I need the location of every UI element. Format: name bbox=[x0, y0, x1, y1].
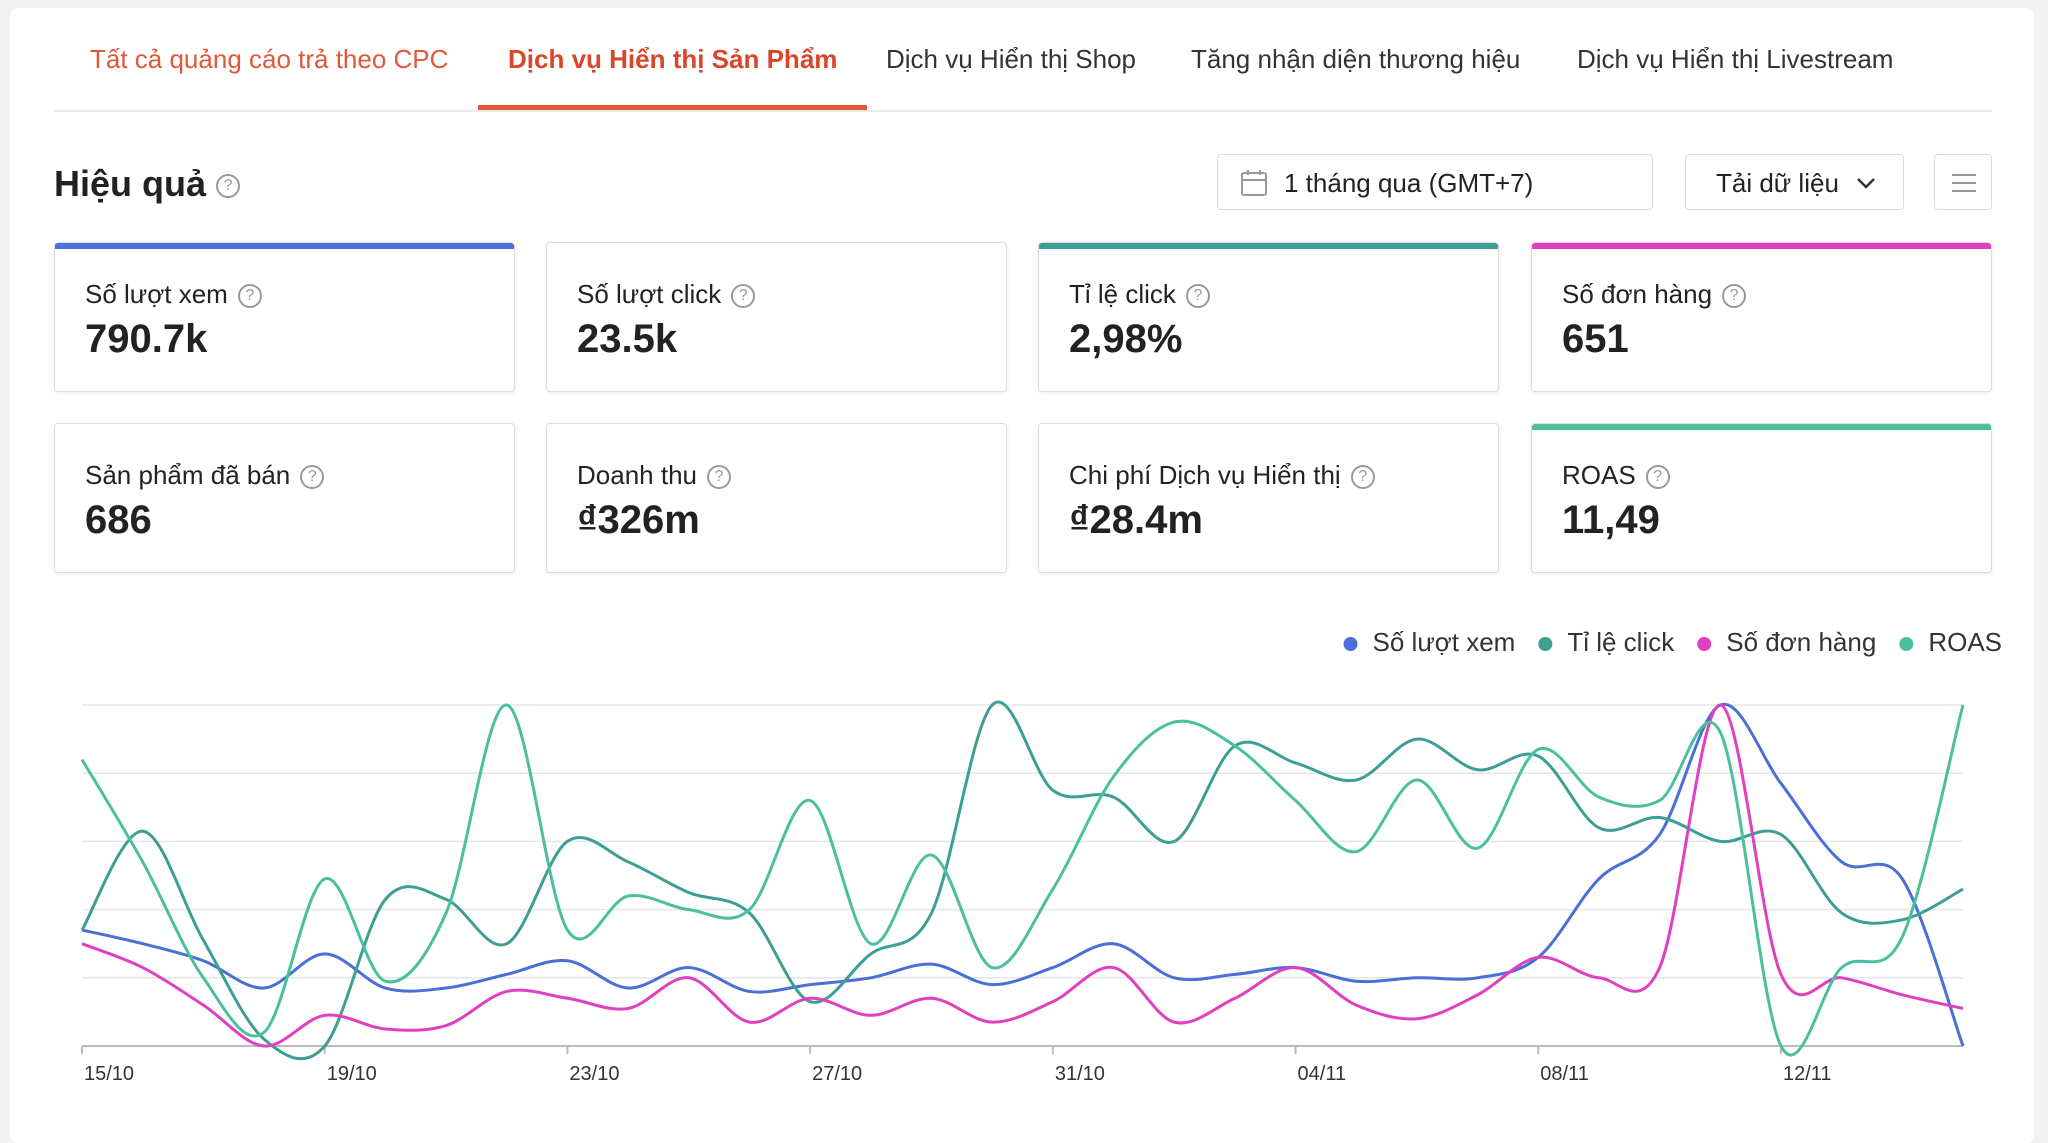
x-tick-label: 04/11 bbox=[1298, 1063, 1347, 1085]
metric-value: 686 bbox=[85, 498, 152, 542]
metric-label: Sản phẩm đã bán? bbox=[85, 460, 325, 491]
legend-label: Tỉ lệ click bbox=[1567, 627, 1675, 657]
x-tick-label: 31/10 bbox=[1055, 1063, 1105, 1085]
chevron-icon bbox=[1857, 178, 1875, 189]
help-icon[interactable]: ? bbox=[1645, 465, 1670, 490]
legend-label: Số lượt xem bbox=[1373, 627, 1516, 657]
metric-card[interactable]: ROAS? 11,49 bbox=[1531, 423, 1992, 573]
panel: Tất cả quảng cáo trả theo CPC Dịch vụ Hiể… bbox=[10, 8, 2034, 1143]
card-accent bbox=[55, 243, 514, 249]
metric-label: Doanh thu? bbox=[577, 460, 731, 491]
x-tick-label: 15/10 bbox=[84, 1063, 134, 1085]
help-icon[interactable]: ? bbox=[706, 465, 731, 490]
help-icon[interactable]: ? bbox=[1185, 284, 1210, 309]
metric-label-text: Doanh thu bbox=[577, 460, 697, 490]
series-line bbox=[81, 703, 1964, 1048]
metric-label-text: Số lượt click bbox=[577, 279, 722, 309]
metric-value: ₫326m bbox=[577, 498, 700, 542]
tab[interactable]: Dịch vụ Hiển thị Shop bbox=[886, 44, 1137, 74]
legend-dot bbox=[1697, 637, 1712, 651]
metric-label-text: Tỉ lệ click bbox=[1069, 279, 1176, 309]
metric-value: 2,98% bbox=[1069, 317, 1183, 361]
x-tick-label: 19/10 bbox=[327, 1063, 377, 1085]
legend-dot bbox=[1343, 637, 1358, 651]
legend-dot bbox=[1538, 637, 1553, 651]
metric-card[interactable]: Sản phẩm đã bán? 686 bbox=[54, 423, 515, 573]
date-text: 1 tháng qua (GMT+7) bbox=[1284, 168, 1534, 198]
legend-dot bbox=[1899, 637, 1914, 651]
metric-label-text: Số đơn hàng bbox=[1562, 279, 1713, 309]
help-icon[interactable]: ? bbox=[1722, 284, 1747, 309]
help-icon[interactable]: ? bbox=[237, 284, 262, 309]
metric-label-text: ROAS bbox=[1562, 460, 1636, 490]
title-text: Hiệu quả bbox=[54, 163, 207, 204]
metric-value: 790.7k bbox=[85, 317, 208, 361]
metric-label: Số lượt click? bbox=[577, 279, 756, 310]
metric-card[interactable]: Số lượt xem? 790.7k bbox=[54, 242, 515, 392]
card-accent bbox=[1039, 243, 1498, 249]
tab[interactable]: Tất cả quảng cáo trả theo CPC bbox=[90, 44, 449, 74]
metric-label-text: Số lượt xem bbox=[85, 279, 228, 309]
metric-card[interactable]: Số đơn hàng? 651 bbox=[1531, 242, 1992, 392]
legend-label: Số đơn hàng bbox=[1726, 627, 1876, 657]
metric-label: Chi phí Dịch vụ Hiển thị? bbox=[1069, 460, 1375, 491]
tab-bar: Tất cả quảng cáo trả theo CPC Dịch vụ Hiể… bbox=[54, 8, 1992, 112]
series-line bbox=[80, 700, 1964, 1061]
metric-label: ROAS? bbox=[1562, 460, 1670, 491]
x-tick-label: 27/10 bbox=[812, 1063, 862, 1085]
tab-underline bbox=[478, 105, 867, 110]
help-icon[interactable]: ? bbox=[1350, 465, 1375, 490]
card-accent bbox=[1532, 243, 1991, 249]
metric-value: 23.5k bbox=[577, 317, 678, 361]
help-icon[interactable]: ? bbox=[300, 465, 325, 490]
metric-value: ₫28.4m bbox=[1069, 498, 1203, 542]
x-tick-label: 08/11 bbox=[1540, 1063, 1589, 1085]
help-icon[interactable]: ? bbox=[216, 174, 241, 199]
metric-card[interactable]: Doanh thu? ₫326m bbox=[546, 423, 1007, 573]
menu-icon bbox=[1952, 174, 1976, 192]
metric-value: 11,49 bbox=[1562, 498, 1660, 542]
metric-label: Tỉ lệ click? bbox=[1069, 279, 1210, 310]
series-line bbox=[80, 703, 1965, 1057]
legend-label: ROAS bbox=[1928, 627, 2002, 657]
metric-value: 651 bbox=[1562, 317, 1629, 361]
tab[interactable]: Dịch vụ Hiển thị Livestream bbox=[1577, 44, 1894, 74]
date-picker[interactable]: 1 tháng qua (GMT+7) bbox=[1217, 154, 1653, 210]
metric-label: Số lượt xem? bbox=[85, 279, 262, 310]
section-title: Hiệu quả? bbox=[54, 163, 241, 205]
help-icon[interactable]: ? bbox=[731, 284, 756, 309]
download-button[interactable]: Tải dữ liệu bbox=[1685, 154, 1904, 210]
calendar-icon bbox=[1241, 170, 1267, 196]
menu-button[interactable] bbox=[1934, 154, 1992, 210]
series-line bbox=[81, 702, 1965, 1047]
metric-label: Số đơn hàng? bbox=[1562, 279, 1747, 310]
x-tick-label: 23/10 bbox=[569, 1063, 619, 1085]
card-accent bbox=[1532, 424, 1991, 430]
tab[interactable]: Tăng nhận diện thương hiệu bbox=[1191, 44, 1521, 74]
metric-card[interactable]: Số lượt click? 23.5k bbox=[546, 242, 1007, 392]
metric-card[interactable]: Tỉ lệ click? 2,98% bbox=[1038, 242, 1499, 392]
tab[interactable]: Dịch vụ Hiển thị Sản Phẩm bbox=[508, 44, 838, 74]
metric-label-text: Chi phí Dịch vụ Hiển thị bbox=[1069, 460, 1341, 490]
download-text: Tải dữ liệu bbox=[1716, 168, 1839, 198]
metric-card[interactable]: Chi phí Dịch vụ Hiển thị? ₫28.4m bbox=[1038, 423, 1499, 573]
metric-label-text: Sản phẩm đã bán bbox=[85, 460, 291, 490]
x-tick-label: 12/11 bbox=[1783, 1063, 1832, 1085]
